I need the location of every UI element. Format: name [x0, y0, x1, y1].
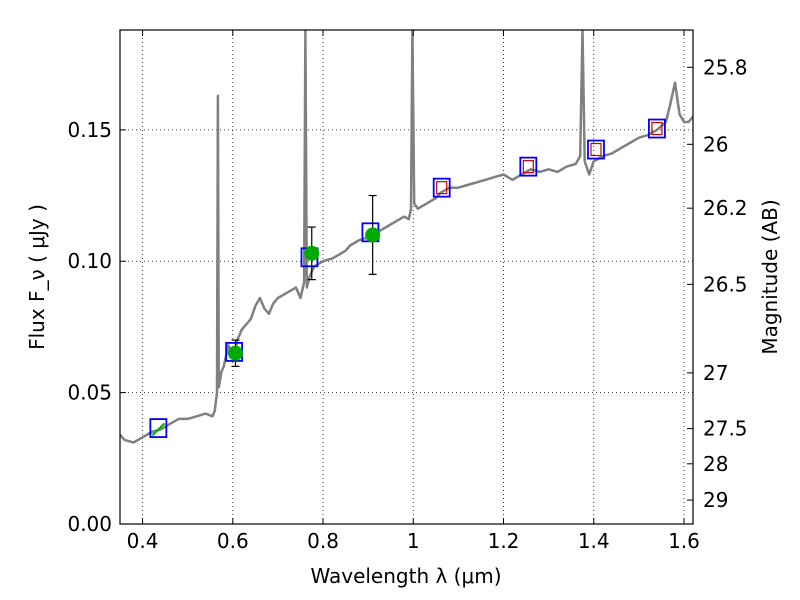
- y-tick-label: 0.05: [67, 381, 112, 405]
- y2-tick-label: 27.5: [703, 417, 748, 441]
- observed-point: [151, 422, 166, 437]
- x-tick-label: 0.8: [307, 529, 339, 553]
- y2-axis-label: Magnitude (AB): [758, 199, 782, 354]
- y-tick-label: 0.15: [67, 118, 112, 142]
- plot-frame: [119, 29, 694, 525]
- x-tick-label: 1.2: [488, 529, 520, 553]
- y-axis: 0.00 0.05 0.10 0.15: [67, 118, 126, 536]
- y-axis-label: Flux F_ν ( μJy ): [25, 204, 49, 350]
- x-tick-label: 0.6: [217, 529, 249, 553]
- y-tick-label: 0.00: [67, 512, 112, 536]
- model-point: [519, 156, 538, 177]
- upper-limit-point: [590, 142, 602, 157]
- x-tick-label: 1: [407, 529, 420, 553]
- y2-tick-label: 26.2: [703, 196, 748, 220]
- upper-limit-point: [522, 160, 534, 174]
- y2-tick-label: 26: [703, 132, 728, 156]
- y2-tick-label: 29: [703, 488, 728, 512]
- y2-axis: 25.8 26 26.2 26.5 27 27.5 28 29: [687, 55, 748, 512]
- model-point: [149, 418, 168, 438]
- model-point: [432, 177, 451, 198]
- x-axis-label: Wavelength λ (μm): [310, 564, 501, 588]
- model-point: [648, 118, 666, 139]
- observed-point: [365, 227, 381, 243]
- upper-limit-point: [651, 121, 663, 136]
- spectrum-line: [120, 30, 693, 444]
- y2-tick-label: 28: [703, 452, 728, 476]
- y-tick-label: 0.10: [67, 249, 112, 273]
- observed-point: [228, 345, 244, 361]
- model-point: [587, 139, 605, 160]
- x-tick-label: 1.4: [578, 529, 610, 553]
- x-axis: 0.4 0.6 0.8 1 1.2 1.4 1.6: [127, 30, 700, 553]
- y2-tick-label: 25.8: [703, 55, 748, 79]
- y2-tick-label: 27: [703, 361, 728, 385]
- spectrum-layer: [120, 30, 693, 444]
- grid: [120, 30, 693, 524]
- observed-point: [304, 245, 320, 261]
- x-tick-label: 1.6: [668, 529, 700, 553]
- x-tick-label: 0.4: [127, 529, 159, 553]
- y2-tick-label: 26.5: [703, 272, 748, 296]
- marks: [149, 118, 666, 438]
- upper-limit-point: [436, 181, 448, 195]
